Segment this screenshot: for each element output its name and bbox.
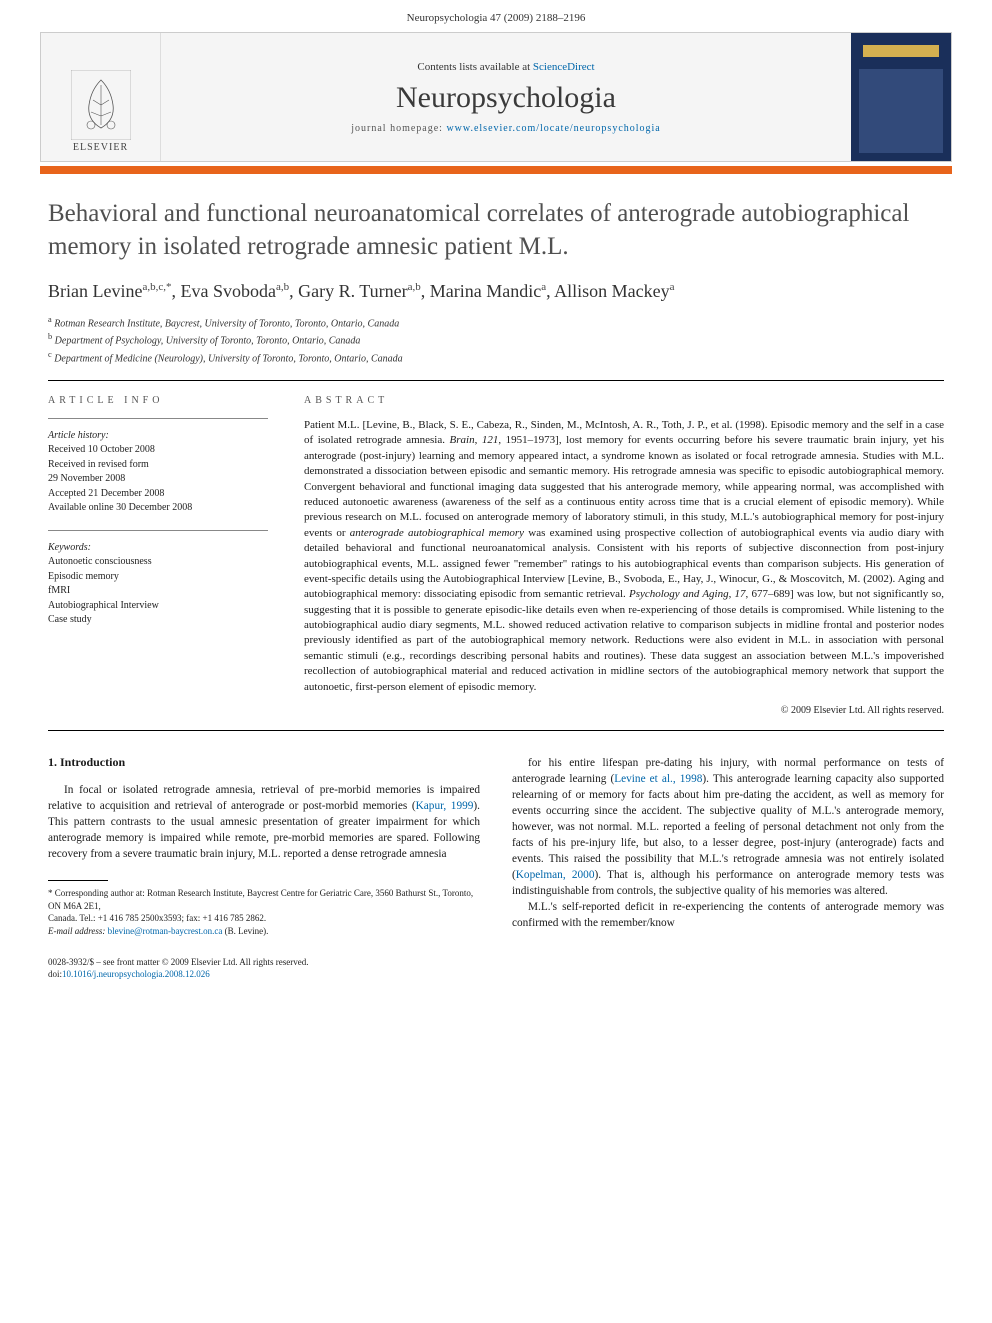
footnote-line: Canada. Tel.: +1 416 785 2500x3593; fax:… (48, 912, 480, 925)
affiliation-c: c Department of Medicine (Neurology), Un… (48, 349, 944, 366)
doi-link[interactable]: 10.1016/j.neuropsychologia.2008.12.026 (62, 969, 210, 979)
orange-divider (40, 166, 952, 174)
journal-cover-icon (859, 41, 943, 153)
keyword: fMRI (48, 585, 70, 596)
abstract-label: ABSTRACT (304, 395, 944, 406)
homepage-link[interactable]: www.elsevier.com/locate/neuropsychologia (446, 123, 660, 134)
journal-title: Neuropsychologia (396, 81, 616, 115)
keyword: Autobiographical Interview (48, 600, 159, 611)
history-line: Received in revised form (48, 459, 149, 470)
corresponding-footnote: * Corresponding author at: Rotman Resear… (48, 887, 480, 937)
publisher-name: ELSEVIER (73, 142, 128, 153)
banner-center: Contents lists available at ScienceDirec… (161, 33, 851, 161)
body-left-column: 1. Introduction In focal or isolated ret… (48, 755, 480, 981)
abstract-copyright: © 2009 Elsevier Ltd. All rights reserved… (304, 705, 944, 716)
publisher-block: ELSEVIER (41, 33, 161, 161)
info-rule-1 (48, 418, 268, 419)
article-history: Article history: Received 10 October 200… (48, 429, 268, 516)
keywords-block: Keywords: Autonoetic consciousness Episo… (48, 541, 268, 628)
keyword: Case study (48, 614, 92, 625)
rule-bottom (48, 730, 944, 731)
affiliation-a: a Rotman Research Institute, Baycrest, U… (48, 314, 944, 331)
email-suffix: (B. Levine). (225, 926, 269, 936)
abstract-text: Patient M.L. [Levine, B., Black, S. E., … (304, 418, 944, 695)
history-line: Received 10 October 2008 (48, 444, 155, 455)
abstract-column: ABSTRACT Patient M.L. [Levine, B., Black… (304, 395, 944, 716)
intro-text-right: for his entire lifespan pre-dating his i… (512, 755, 944, 931)
running-header: Neuropsychologia 47 (2009) 2188–2196 (0, 0, 992, 32)
footnote-email-line: E-mail address: blevine@rotman-baycrest.… (48, 925, 480, 938)
article-title: Behavioral and functional neuroanatomica… (48, 198, 944, 263)
body-columns: 1. Introduction In focal or isolated ret… (48, 755, 944, 981)
contents-available: Contents lists available at ScienceDirec… (417, 61, 594, 73)
doi-label: doi: (48, 969, 62, 979)
section-heading: 1. Introduction (48, 755, 480, 770)
keyword: Autonoetic consciousness (48, 556, 152, 567)
homepage-prefix: journal homepage: (351, 123, 446, 134)
journal-banner: ELSEVIER Contents lists available at Sci… (40, 32, 952, 162)
keywords-label: Keywords: (48, 542, 91, 553)
elsevier-logo-icon (71, 70, 131, 140)
sciencedirect-link[interactable]: ScienceDirect (533, 61, 595, 73)
info-label: ARTICLE INFO (48, 395, 268, 406)
email-label: E-mail address: (48, 926, 105, 936)
page-footer: 0028-3932/$ – see front matter © 2009 El… (48, 956, 480, 981)
history-line: 29 November 2008 (48, 473, 125, 484)
issn-line: 0028-3932/$ – see front matter © 2009 El… (48, 956, 480, 969)
history-label: Article history: (48, 430, 109, 441)
homepage-line: journal homepage: www.elsevier.com/locat… (351, 123, 661, 134)
rule-top (48, 380, 944, 381)
info-rule-2 (48, 530, 268, 531)
keyword: Episodic memory (48, 571, 119, 582)
body-right-column: for his entire lifespan pre-dating his i… (512, 755, 944, 981)
cover-thumbnail-block (851, 33, 951, 161)
affiliation-b: b Department of Psychology, University o… (48, 331, 944, 348)
intro-text-left: In focal or isolated retrograde amnesia,… (48, 782, 480, 862)
article-info-column: ARTICLE INFO Article history: Received 1… (48, 395, 268, 716)
author-list: Brian Levinea,b,c,*, Eva Svobodaa,b, Gar… (48, 281, 944, 302)
footnote-rule (48, 880, 108, 881)
doi-line: doi:10.1016/j.neuropsychologia.2008.12.0… (48, 968, 480, 981)
history-line: Accepted 21 December 2008 (48, 488, 164, 499)
footnote-line: * Corresponding author at: Rotman Resear… (48, 887, 480, 912)
contents-prefix: Contents lists available at (417, 61, 532, 73)
email-link[interactable]: blevine@rotman-baycrest.on.ca (108, 926, 223, 936)
history-line: Available online 30 December 2008 (48, 502, 192, 513)
affiliations: a Rotman Research Institute, Baycrest, U… (48, 314, 944, 366)
